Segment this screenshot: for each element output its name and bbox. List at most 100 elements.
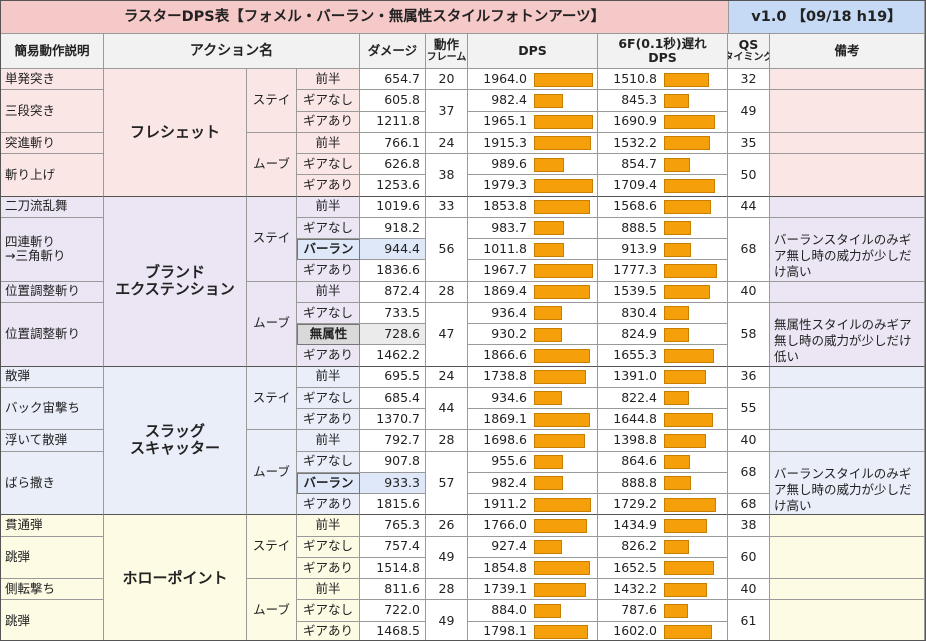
- dps-value-bar: [534, 561, 590, 576]
- notes-cell: [770, 90, 925, 133]
- dps6f-value-bar: [664, 157, 690, 172]
- damage-value: 1468.5: [360, 621, 426, 640]
- dps-value: 1869.4: [483, 283, 527, 299]
- notes-cell: [770, 281, 925, 303]
- qs-timing: 35: [728, 132, 770, 154]
- dps6f-value-cell: 1568.6: [598, 196, 728, 218]
- notes-cell: [770, 536, 925, 579]
- dps-value-cell: 1698.6: [468, 430, 598, 452]
- dps-value-bar: [534, 433, 585, 448]
- dps6f-value-cell: 1690.9: [598, 111, 728, 133]
- dps6f-value-cell: 1729.2: [598, 494, 728, 516]
- header-dps6f: 6F(0.1秒)遅れ DPS: [598, 34, 728, 69]
- dps-value: 1915.3: [483, 134, 527, 150]
- sub-action-label: ギアなし: [297, 217, 360, 239]
- damage-value: 766.1: [360, 132, 426, 154]
- header-qs-line1: QS: [738, 37, 759, 53]
- sub-action-label: ギアあり: [297, 494, 360, 516]
- style-label: ムーブ: [247, 132, 297, 197]
- dps6f-value-cell: 1777.3: [598, 260, 728, 282]
- dps6f-value-cell: 1709.4: [598, 175, 728, 197]
- frames-cell: 28: [426, 281, 468, 303]
- dps6f-value-bar: [664, 115, 715, 130]
- dps-value-cell: 884.0: [468, 600, 598, 622]
- style-label: ステイ: [247, 515, 297, 579]
- sub-action-label: ギアなし: [297, 90, 360, 112]
- sub-action-label: ギアなし: [297, 451, 360, 473]
- action-group-name-line2: エクステンション: [115, 280, 235, 298]
- dps-value: 930.2: [491, 325, 527, 341]
- dps-value-bar: [534, 200, 590, 215]
- dps-value-cell: 1738.8: [468, 366, 598, 388]
- action-group-name-line1: ブランド: [144, 262, 205, 281]
- simple-description: 貫通弾: [1, 515, 104, 537]
- dps6f-value-bar: [664, 285, 711, 300]
- dps6f-value-bar: [664, 306, 689, 321]
- dps-value-bar: [534, 518, 587, 533]
- dps-value-cell: 934.6: [468, 387, 598, 409]
- dps6f-value-bar: [664, 370, 706, 385]
- dps-value: 1967.7: [483, 262, 527, 278]
- header-action: アクション名: [104, 34, 360, 69]
- dps6f-value: 787.6: [621, 602, 657, 618]
- sub-action-label: ギアあり: [297, 260, 360, 282]
- dps-value: 982.4: [491, 474, 527, 490]
- dps6f-value: 1568.6: [613, 198, 657, 214]
- action-group-name-line2: スキャッター: [129, 439, 220, 458]
- header-frames-line2: フレーム: [426, 52, 467, 64]
- damage-value: 626.8: [360, 154, 426, 176]
- simple-description-text: 散弾: [5, 368, 31, 384]
- dps-value-cell: 1854.8: [468, 557, 598, 579]
- style-label: ムーブ: [247, 579, 297, 640]
- dps6f-value-bar: [664, 455, 690, 470]
- simple-description-text: 側転撃ち: [5, 580, 56, 596]
- dps6f-value-bar: [664, 391, 689, 406]
- damage-value: 918.2: [360, 217, 426, 239]
- frames-cell: 47: [426, 302, 468, 367]
- dps6f-value: 1602.0: [613, 623, 657, 639]
- dps-value-bar: [534, 625, 588, 640]
- dps6f-value-cell: 830.4: [598, 302, 728, 324]
- header-dps: DPS: [468, 34, 598, 69]
- dps6f-value-bar: [664, 497, 716, 512]
- action-group-name: ブランド エクステンション: [104, 196, 247, 367]
- frames-cell: 26: [426, 515, 468, 537]
- sub-action-label: 前半: [297, 281, 360, 303]
- qs-timing: 55: [728, 387, 770, 431]
- dps6f-value-cell: 1391.0: [598, 366, 728, 388]
- dps-value: 1965.1: [483, 113, 527, 129]
- version-label: v1.0 【09/18 h19】: [729, 1, 925, 34]
- dps-value-bar: [534, 306, 563, 321]
- dps-value-cell: 1911.2: [468, 494, 598, 516]
- simple-description: 散弾: [1, 366, 104, 388]
- notes-cell: バーランスタイルのみギア無し時の威力が少しだけ高い: [770, 451, 925, 516]
- damage-value: 944.4: [360, 239, 426, 261]
- dps6f-value: 888.5: [621, 219, 657, 235]
- dps-value-cell: 982.4: [468, 472, 598, 494]
- dps-value-cell: 989.6: [468, 154, 598, 176]
- dps-value-cell: 1866.6: [468, 345, 598, 367]
- frames-cell: 37: [426, 90, 468, 133]
- damage-value: 1462.2: [360, 345, 426, 367]
- dps6f-value-bar: [664, 263, 718, 278]
- dps6f-value-cell: 1532.2: [598, 132, 728, 154]
- dps-value-bar: [534, 348, 590, 363]
- frames-cell: 28: [426, 579, 468, 601]
- frames-cell: 44: [426, 387, 468, 431]
- damage-value: 733.5: [360, 302, 426, 324]
- damage-value: 695.5: [360, 366, 426, 388]
- dps6f-value: 822.4: [621, 389, 657, 405]
- dps-value: 1979.3: [483, 177, 527, 193]
- damage-value: 765.3: [360, 515, 426, 537]
- qs-timing: 61: [728, 600, 770, 640]
- dps6f-value-bar: [664, 476, 691, 491]
- simple-description: 単発突き: [1, 69, 104, 91]
- qs-timing: 38: [728, 515, 770, 537]
- dps-value: 1011.8: [483, 240, 527, 256]
- damage-value: 811.6: [360, 579, 426, 601]
- dps6f-value: 1644.8: [613, 410, 657, 426]
- notes-cell: [770, 154, 925, 197]
- dps6f-value-bar: [664, 93, 690, 108]
- dps6f-value: 1652.5: [613, 559, 657, 575]
- qs-timing: 50: [728, 154, 770, 197]
